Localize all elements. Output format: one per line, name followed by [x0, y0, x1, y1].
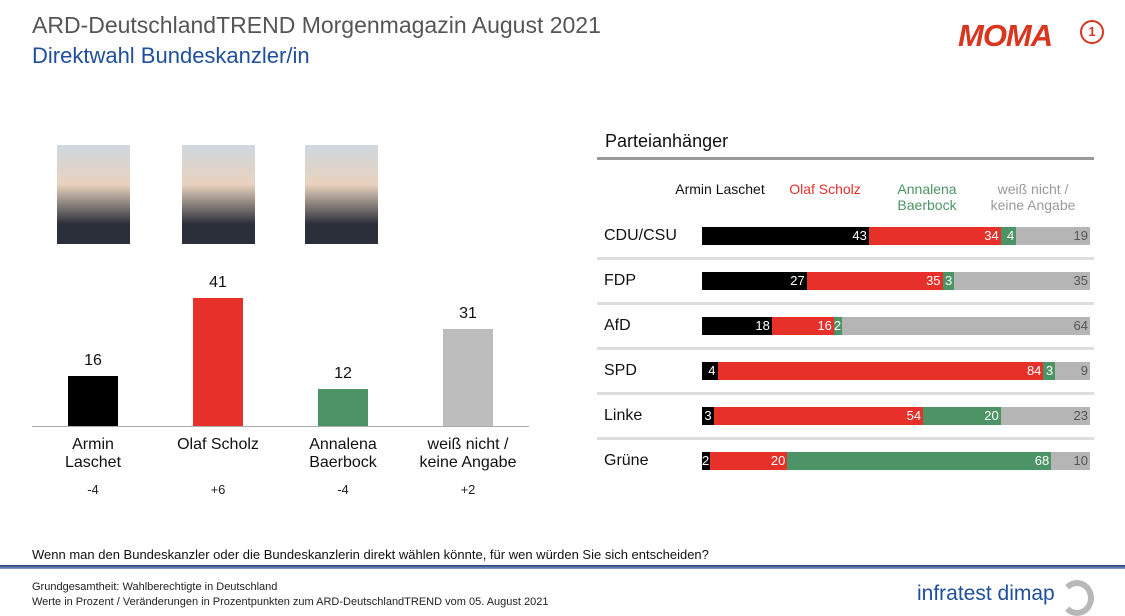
- stacked-segment: 3: [702, 407, 714, 425]
- stacked-segment: 19: [1016, 227, 1090, 245]
- stacked-segment: 18: [702, 317, 772, 335]
- footnote-values: Werte in Prozent / Veränderungen in Proz…: [32, 596, 549, 608]
- row-divider: [597, 437, 1094, 440]
- x-axis: [32, 426, 529, 427]
- stacked-segment: 10: [1051, 452, 1090, 470]
- row-divider: [597, 347, 1094, 350]
- photo-armin-laschet: [57, 145, 130, 244]
- party-label: AfD: [604, 317, 631, 334]
- bar-value-label: 41: [209, 274, 227, 292]
- change-label: -4: [337, 482, 349, 497]
- infratest-dimap-logo: infratest dimap: [917, 582, 1055, 605]
- divider: [597, 157, 1094, 160]
- stacked-segment: 3: [1043, 362, 1056, 380]
- party-label: Grüne: [604, 452, 649, 469]
- stacked-segment: 3: [942, 272, 955, 290]
- stacked-segment: 9: [1055, 362, 1090, 380]
- row-divider: [597, 302, 1094, 305]
- change-label: +6: [210, 482, 226, 497]
- ard-one-logo: 1: [1080, 20, 1104, 44]
- stacked-segment: 64: [841, 317, 1090, 335]
- moma-logo: MOMA: [958, 18, 1053, 53]
- row-divider: [597, 257, 1094, 260]
- change-label: +2: [460, 482, 476, 497]
- row-divider: [597, 392, 1094, 395]
- party-label: SPD: [604, 362, 637, 379]
- series-header: Armin Laschet: [675, 181, 765, 197]
- party-label: FDP: [604, 272, 636, 289]
- stacked-segment: 20: [709, 452, 788, 470]
- bar: [68, 376, 118, 426]
- bar-value-label: 12: [334, 364, 352, 382]
- survey-question: Wenn man den Bundeskanzler oder die Bund…: [32, 547, 709, 562]
- stacked-segment: 27: [702, 272, 807, 290]
- stacked-segment: 20: [923, 407, 1001, 425]
- party-label: Linke: [604, 407, 643, 424]
- bar: [443, 329, 493, 426]
- stacked-segment: 2: [702, 452, 710, 470]
- bar: [193, 298, 243, 426]
- stacked-segment: 2: [833, 317, 842, 335]
- photo-annalena-baerbock: [305, 145, 378, 244]
- stacked-segment: 43: [702, 227, 869, 245]
- change-label: -4: [87, 482, 99, 497]
- category-label: Armin Laschet: [64, 436, 122, 471]
- stacked-segment: 68: [787, 452, 1052, 470]
- stacked-segment: 4: [1000, 227, 1017, 245]
- bar: [318, 388, 368, 426]
- stacked-segment: 23: [1000, 407, 1090, 425]
- stacked-segment: 34: [868, 227, 1001, 245]
- stacked-segment: 4: [702, 362, 718, 380]
- page-title: ARD-DeutschlandTREND Morgenmagazin Augus…: [32, 12, 601, 38]
- series-header: Annalena Baerbock: [897, 181, 957, 213]
- stacked-segment: 84: [717, 362, 1044, 380]
- stacked-segment: 54: [713, 407, 924, 425]
- party-label: CDU/CSU: [604, 227, 677, 244]
- page-subtitle: Direktwahl Bundeskanzler/in: [32, 43, 310, 68]
- photo-olaf-scholz: [182, 145, 255, 244]
- bar-value-label: 16: [84, 352, 102, 370]
- bar-value-label: 31: [459, 305, 477, 323]
- stacked-segment: 35: [954, 272, 1090, 290]
- category-label: Annalena Baerbock: [309, 436, 377, 471]
- stacked-segment: 35: [806, 272, 943, 290]
- series-header: weiß nicht / keine Angabe: [990, 181, 1076, 213]
- party-chart-title: Parteianhänger: [605, 131, 729, 151]
- category-label: Olaf Scholz: [177, 436, 259, 453]
- series-header: Olaf Scholz: [789, 181, 861, 197]
- stacked-segment: 16: [771, 317, 834, 335]
- category-label: weiß nicht / keine Angabe: [419, 436, 517, 471]
- footer-divider: [0, 565, 1125, 569]
- footnote-population: Grundgesamtheit: Wahlberechtigte in Deut…: [32, 581, 278, 593]
